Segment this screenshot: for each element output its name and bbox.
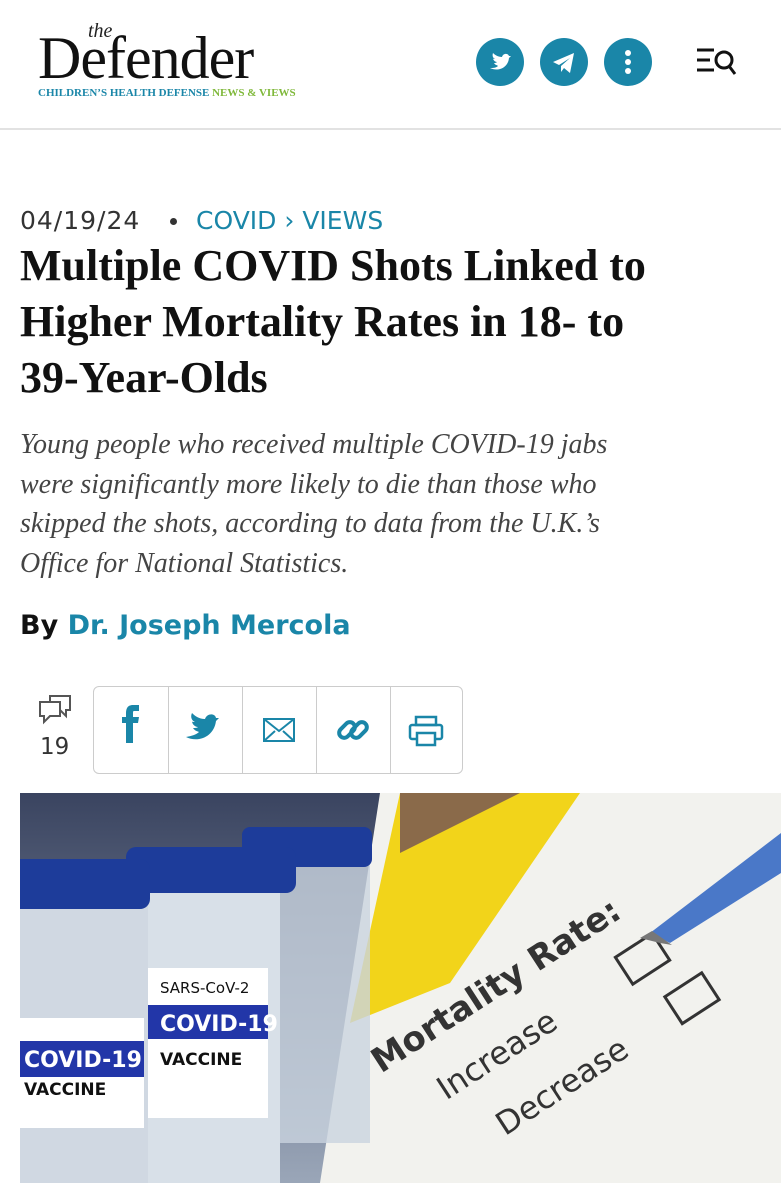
- twitter-button[interactable]: [476, 38, 524, 86]
- vial-label: COVID-19: [160, 1012, 278, 1037]
- tagline: CHILDREN’S HEALTH DEFENSE NEWS & VIEWS: [38, 87, 296, 99]
- logo[interactable]: Defender: [38, 25, 254, 91]
- article-title: Multiple COVID Shots Linked to Higher Mor…: [20, 238, 646, 406]
- telegram-icon: [553, 53, 574, 73]
- vial-label: COVID-19: [24, 1048, 142, 1073]
- copy-link[interactable]: [316, 687, 391, 773]
- vial-label: SARS-CoV-2: [160, 979, 249, 997]
- header-divider: [0, 128, 781, 130]
- facebook-share[interactable]: [94, 687, 169, 773]
- subtitle-line: Young people who received multiple COVID…: [20, 429, 608, 460]
- subtitle-line: skipped the shots, according to data fro…: [20, 508, 600, 539]
- tagline-main: CHILDREN’S HEALTH DEFENSE: [38, 87, 210, 99]
- vial-label: VACCINE: [160, 1050, 242, 1070]
- article-image: SARS-CoV-2 COVID-19 VACCINE COVID-19 VAC…: [20, 793, 781, 1183]
- vials: [20, 827, 372, 1183]
- share-bar: [93, 686, 463, 774]
- subtitle-line: were significantly more likely to die th…: [20, 468, 597, 500]
- title-line: Multiple COVID Shots Linked to: [20, 241, 646, 290]
- email-share[interactable]: [242, 687, 317, 773]
- vial-label: VACCINE: [24, 1080, 106, 1100]
- separator-dot: [170, 218, 177, 225]
- title-line: 39-Year-Olds: [20, 353, 268, 402]
- more-icon: [625, 50, 631, 74]
- byline-prefix: By: [20, 610, 59, 641]
- tagline-suffix: NEWS & VIEWS: [212, 87, 296, 99]
- twitter-icon: [490, 53, 511, 70]
- more-button[interactable]: [604, 38, 652, 86]
- article-subtitle: Young people who received multiple COVID…: [20, 425, 607, 583]
- subtitle-line: Office for National Statistics.: [20, 547, 349, 579]
- logo-small: the: [88, 20, 113, 42]
- telegram-button[interactable]: [540, 38, 588, 86]
- category-link[interactable]: COVID: [196, 206, 277, 235]
- twitter-share[interactable]: [168, 687, 243, 773]
- breadcrumb: COVID › VIEWS: [196, 206, 383, 235]
- comment-count: 19: [40, 734, 70, 760]
- menu-search-button[interactable]: [694, 44, 740, 80]
- byline: By Dr. Joseph Mercola: [20, 610, 351, 641]
- breadcrumb-separator: ›: [284, 206, 295, 235]
- comments-icon[interactable]: [36, 692, 76, 728]
- date: 04/19/24: [20, 206, 141, 235]
- print[interactable]: [390, 687, 462, 773]
- subcategory-link[interactable]: VIEWS: [302, 206, 384, 235]
- title-line: Higher Mortality Rates in 18- to: [20, 297, 625, 346]
- author-link[interactable]: Dr. Joseph Mercola: [67, 610, 351, 641]
